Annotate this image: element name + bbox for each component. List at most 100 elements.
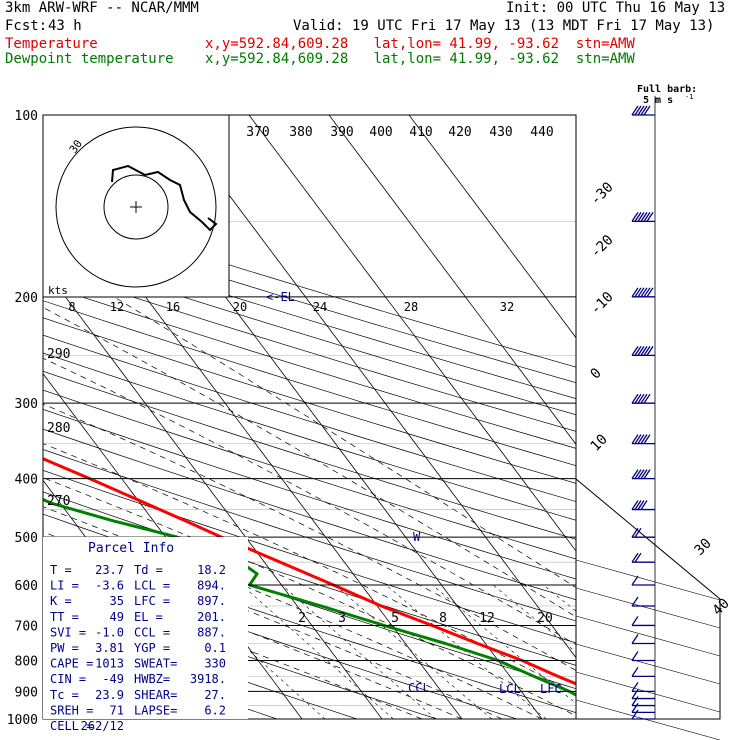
wind-barb-flag bbox=[643, 211, 651, 222]
wedge-isotherm bbox=[575, 559, 721, 601]
valid-time: Valid: 19 UTC Fri 17 May 13 (13 MDT Fri … bbox=[293, 18, 715, 34]
lcl-marker: LCL bbox=[499, 682, 521, 696]
wind-barb-flag bbox=[631, 667, 639, 677]
parcel-value: 6.2 bbox=[204, 703, 226, 717]
parcel-label: SWEAT= bbox=[134, 657, 177, 671]
theta-label: 270 bbox=[47, 494, 70, 509]
wedge-isotherm bbox=[575, 615, 721, 657]
init-time: Init: 00 UTC Thu 16 May 13 bbox=[506, 0, 726, 16]
pressure-tick-label: 800 bbox=[15, 654, 38, 669]
mixing-ratio-line bbox=[334, 584, 492, 719]
wind-barb bbox=[631, 552, 655, 563]
wind-barb-flag bbox=[646, 345, 654, 356]
wind-barb-flag bbox=[646, 211, 654, 222]
wind-barb-flag bbox=[634, 434, 642, 444]
parcel-panel-bg bbox=[43, 537, 248, 719]
isotherm-label: 0 bbox=[588, 365, 605, 382]
wind-barb-flag bbox=[631, 616, 639, 626]
wind-barb-flag bbox=[643, 469, 651, 480]
wind-barb-flag bbox=[631, 434, 639, 444]
wind-barb-flag bbox=[634, 500, 642, 510]
dry-adiabat bbox=[43, 251, 576, 416]
forecast-hour: 43 h bbox=[48, 18, 82, 34]
wind-barb-flag bbox=[631, 634, 639, 644]
theta-label: 400 bbox=[369, 125, 392, 140]
parcel-label: LI = bbox=[50, 579, 79, 593]
parcel-value: 49 bbox=[110, 610, 124, 624]
hodograph-speed-label: 16 bbox=[166, 300, 180, 314]
theta-label: 420 bbox=[448, 125, 471, 140]
parcel-label: CAPE = bbox=[50, 657, 93, 671]
theta-label: 440 bbox=[530, 125, 553, 140]
wind-barb-flag bbox=[634, 469, 642, 480]
wind-barb-flag bbox=[640, 287, 648, 298]
wind-barb-flag bbox=[631, 709, 639, 720]
barb-legend-unit: 5 m s bbox=[643, 95, 673, 106]
temperature-location: x,y=592.84,609.28 lat,lon= 41.99, -93.62… bbox=[205, 36, 635, 52]
parcel-label: LAPSE= bbox=[134, 703, 177, 717]
parcel-label: TT = bbox=[50, 610, 79, 624]
dewpoint-legend-label: Dewpoint temperature bbox=[5, 51, 174, 67]
theta-label: 390 bbox=[330, 125, 353, 140]
wind-barb-flag bbox=[634, 105, 642, 116]
wind-barb bbox=[631, 709, 655, 720]
wind-barb-flag bbox=[631, 500, 639, 510]
mixing-ratio-label: 3 bbox=[338, 611, 346, 626]
wind-barb-flag bbox=[640, 500, 648, 510]
dry-adiabat bbox=[43, 408, 576, 580]
wind-barb-flag bbox=[640, 393, 648, 404]
theta-label: 280 bbox=[47, 421, 70, 436]
wind-barb bbox=[631, 634, 655, 645]
mixing-ratio-line bbox=[492, 584, 576, 653]
ccl-marker: CCL bbox=[408, 681, 430, 695]
moist-adiabat bbox=[43, 443, 576, 695]
wind-barb-flag bbox=[640, 345, 648, 356]
parcel-label: K = bbox=[50, 594, 72, 608]
mixing-ratio-label: 2 bbox=[298, 611, 306, 626]
theta-label: 410 bbox=[409, 125, 432, 140]
dry-adiabat bbox=[43, 428, 576, 601]
parcel-label: LCL = bbox=[134, 579, 170, 593]
wind-barb-flag bbox=[631, 105, 639, 116]
parcel-label: HWBZ= bbox=[134, 672, 170, 686]
dewpoint-location: x,y=592.84,609.28 lat,lon= 41.99, -93.62… bbox=[205, 51, 635, 67]
wind-barb bbox=[631, 682, 655, 693]
mixing-ratio-line bbox=[385, 584, 547, 719]
forecast-label: Fcst: bbox=[5, 18, 48, 34]
pressure-tick-label: 900 bbox=[15, 685, 38, 700]
wind-barb-flag bbox=[637, 434, 645, 444]
wind-barb bbox=[631, 667, 655, 678]
parcel-label: Tc = bbox=[50, 688, 79, 702]
model-title: 3km ARW-WRF -- NCAR/MMM bbox=[5, 0, 199, 16]
parcel-value: 1013 bbox=[95, 657, 124, 671]
wind-barb-flag bbox=[634, 393, 642, 404]
wind-barb bbox=[631, 616, 655, 627]
mixing-ratio-line bbox=[281, 584, 436, 719]
pressure-tick-label: 600 bbox=[15, 579, 38, 594]
wind-barb bbox=[631, 702, 655, 714]
wind-barb-flag bbox=[631, 287, 639, 298]
parcel-value: 3.81 bbox=[95, 641, 124, 655]
dry-adiabat bbox=[43, 205, 576, 368]
wind-barb-flag bbox=[631, 682, 639, 692]
barb-legend-title: Full barb: bbox=[637, 84, 697, 95]
wind-barb-flag bbox=[634, 552, 642, 563]
parcel-value: 262/12 bbox=[81, 719, 124, 733]
wind-barb-flag bbox=[640, 211, 648, 222]
isotherm-line bbox=[168, 115, 576, 659]
hodograph-speed-label: 12 bbox=[110, 300, 124, 314]
theta-label: 290 bbox=[47, 347, 70, 362]
wind-barb-flag bbox=[646, 287, 654, 298]
dry-adiabat bbox=[43, 449, 576, 622]
wedge-isotherm bbox=[575, 643, 721, 685]
plot-frame bbox=[42, 114, 577, 720]
hodograph-speed-label: 32 bbox=[500, 300, 514, 314]
wind-barb-flag bbox=[637, 345, 645, 356]
hodograph-ring-label: 30 bbox=[67, 137, 85, 155]
wind-barb-flag bbox=[640, 434, 648, 444]
wind-barb-flag bbox=[643, 345, 651, 356]
wind-barb bbox=[631, 393, 655, 404]
mixing-ratio-label: 20 bbox=[537, 611, 553, 626]
wind-barb-flag bbox=[637, 211, 645, 222]
